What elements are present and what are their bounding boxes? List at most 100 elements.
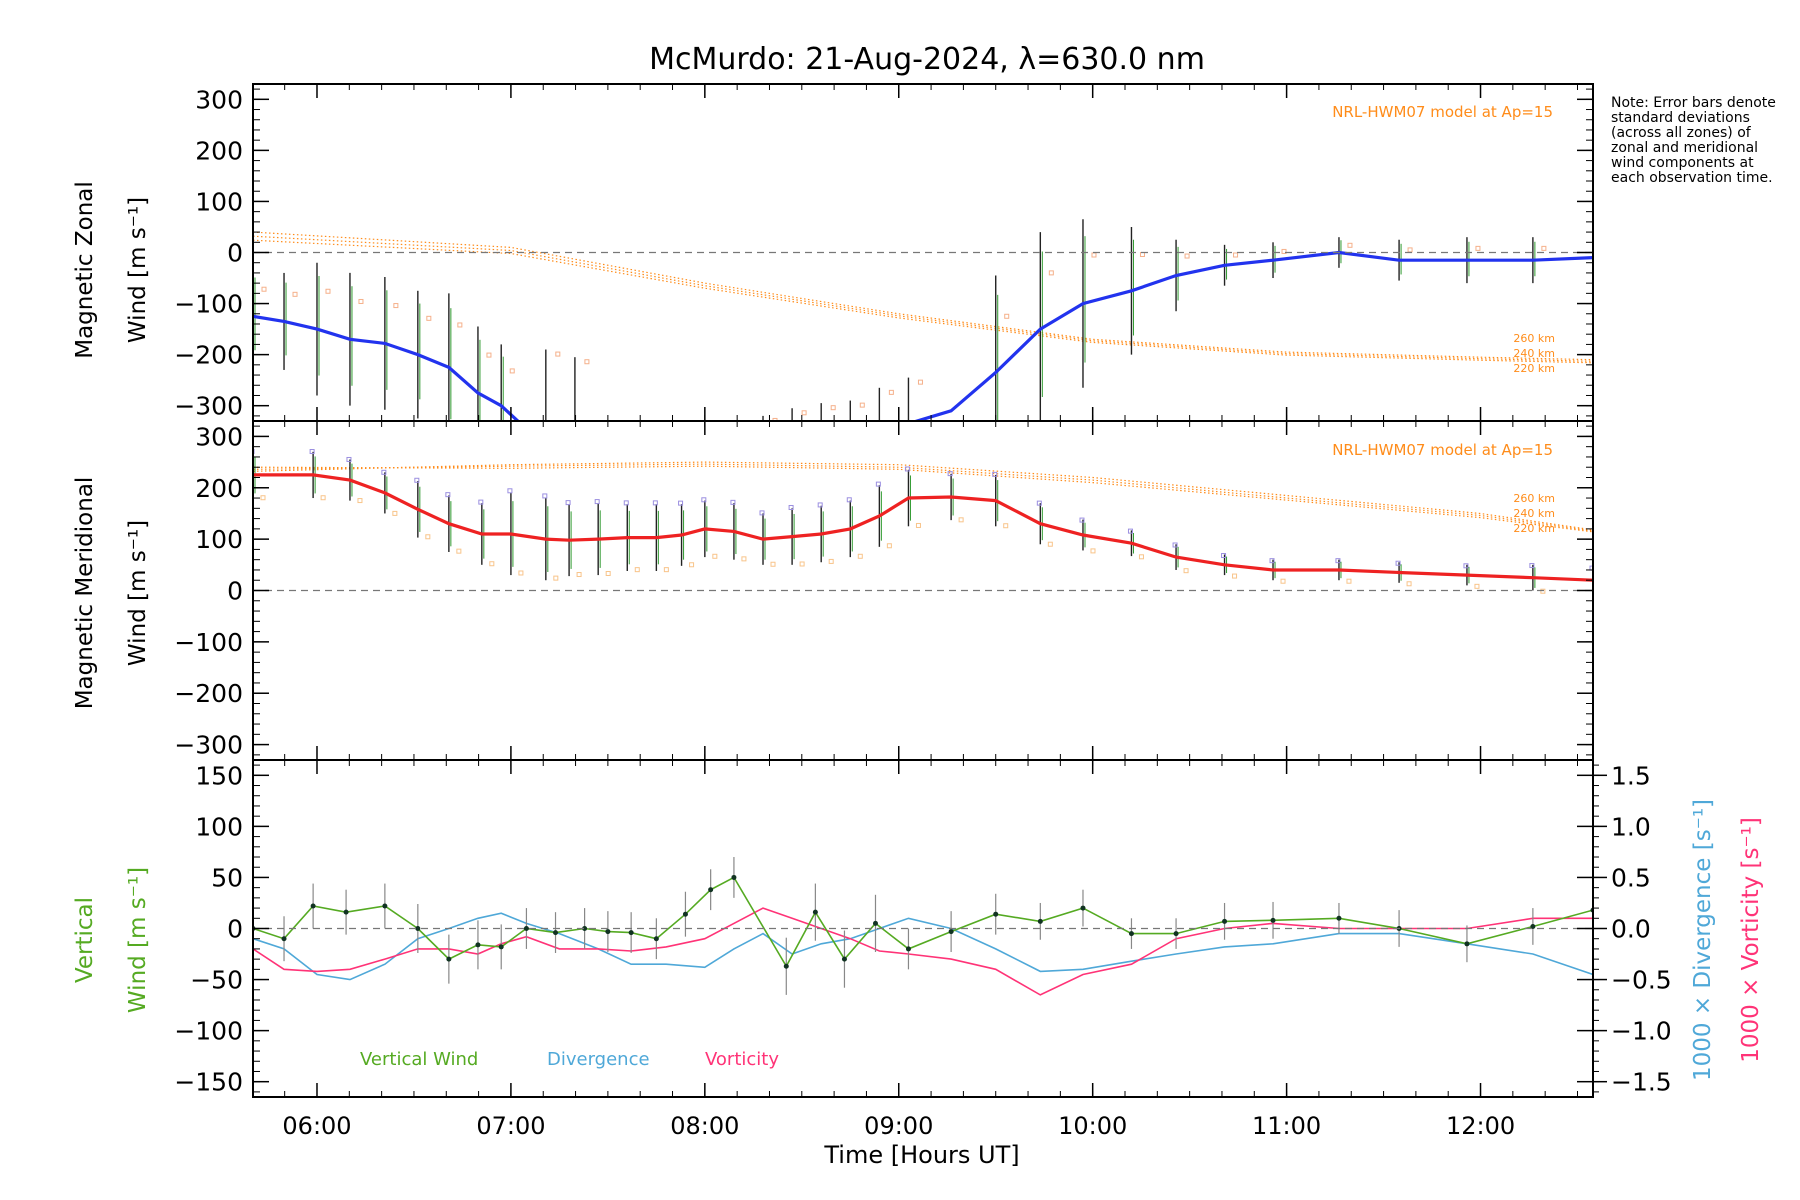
meridional-zone-marker <box>828 558 834 564</box>
zonal-zone-marker <box>555 351 561 357</box>
zonal-model-label: NRL-HWM07 model at Ap=15 <box>1332 103 1553 121</box>
vertical-wind-point <box>731 874 737 880</box>
model-curve-240km <box>253 463 1593 532</box>
vertical-wind-point <box>708 887 714 893</box>
zonal-zone-marker <box>584 359 590 365</box>
vertical-wind-point <box>1128 931 1134 937</box>
zonal-zone-marker <box>426 315 432 321</box>
meridional-zone-marker <box>886 543 892 549</box>
divergence-axis-label: 1000 × Divergence [s⁻¹] <box>1690 799 1716 1081</box>
zonal-wind-panel: 300 200 100 0 −100 −200 −300 NRL-HWM07 model a… <box>72 83 1594 422</box>
meridional-zone-marker <box>456 548 462 554</box>
vertical-wind-series <box>253 857 1593 996</box>
vertical-wind-point <box>281 936 287 942</box>
vertical-wind-point <box>605 929 611 935</box>
zonal-zone-marker <box>486 352 492 358</box>
zonal-zone-marker <box>1541 245 1547 251</box>
meridional-zone-marker <box>741 556 747 562</box>
meridional-zone-marker <box>799 561 805 567</box>
legend-vorticity: Vorticity <box>705 1049 779 1070</box>
x-tick-label: 06:00 <box>282 1112 351 1140</box>
zonal-zone-marker <box>393 303 399 309</box>
meridional-zone-marker <box>992 471 998 477</box>
y-tick-label: −100 <box>174 628 243 657</box>
meridional-zone-marker <box>346 456 352 462</box>
y-tick-label: −100 <box>174 1017 243 1046</box>
y-tick-label: 0 <box>227 577 243 606</box>
x-tick-label: 07:00 <box>476 1112 545 1140</box>
vertical-wind-panel: 150 100 50 0 −50 −100 −150 1.5 1.0 0.5 0.0 −0.5 −1.0… <box>72 759 1764 1140</box>
meridional-zone-marker <box>1474 583 1480 589</box>
y-tick-label: 150 <box>195 761 243 790</box>
meridional-zone-marker <box>1335 558 1341 564</box>
meridional-zone-marker <box>1529 563 1535 569</box>
meridional-zone-marker <box>788 504 794 510</box>
zonal-zone-marker <box>888 389 894 395</box>
meridional-altitude-260: 260 km <box>1513 492 1555 505</box>
error-bar-note: Note: Error bars denote standard deviati… <box>1611 95 1776 186</box>
meridional-zone-marker <box>652 500 658 506</box>
vertical-wind-point <box>582 926 588 931</box>
meridional-zone-marker <box>1221 553 1227 559</box>
meridional-zone-marker <box>701 497 707 503</box>
zonal-zone-marker <box>358 298 364 304</box>
zonal-zone-marker <box>801 410 807 416</box>
x-tick-label: 10:00 <box>1058 1112 1127 1140</box>
vertical-wind-point <box>1222 918 1228 924</box>
meridional-zone-marker <box>915 522 921 528</box>
meridional-zone-marker <box>605 570 611 576</box>
y-tick-label: −200 <box>174 679 243 708</box>
x-tick-label: 11:00 <box>1252 1112 1321 1140</box>
meridional-zone-marker <box>414 477 420 483</box>
legend-divergence: Divergence <box>547 1049 650 1070</box>
meridional-zone-marker <box>1232 573 1238 579</box>
meridional-zone-marker <box>1036 500 1042 506</box>
zonal-zone-marker <box>1004 313 1010 319</box>
meridional-zone-marker <box>875 481 881 487</box>
meridional-zone-marker <box>770 561 776 567</box>
y2-tick-label: 0.5 <box>1611 863 1651 892</box>
meridional-zone-marker <box>634 567 640 573</box>
vertical-wind-point <box>872 920 878 926</box>
y-tick-label: 50 <box>211 863 243 892</box>
vertical-wind-point <box>1080 905 1086 911</box>
meridional-zone-marker <box>1090 548 1096 554</box>
meridional-zone-marker <box>759 510 765 516</box>
y-tick-label: −300 <box>174 731 243 760</box>
y-tick-label: −200 <box>174 341 243 370</box>
vertical-wind-point <box>1173 931 1179 937</box>
vertical-wind-point <box>653 936 659 942</box>
y2-tick-label: −1.0 <box>1611 1017 1672 1046</box>
x-tick-label: 12:00 <box>1446 1112 1515 1140</box>
vertical-wind-point <box>1530 923 1536 929</box>
vertical-wind-point <box>628 930 634 936</box>
meridional-zone-marker <box>576 572 582 578</box>
meridional-zone-marker <box>663 567 669 573</box>
vertical-wind-point <box>382 903 388 909</box>
zonal-zone-marker <box>1347 242 1353 248</box>
zonal-zone-marker <box>325 288 331 294</box>
meridional-zone-marker <box>1047 541 1053 547</box>
meridional-zone-marker <box>712 553 718 559</box>
vertical-ylabel-2: Wind [m s⁻¹] <box>125 867 151 1013</box>
meridional-zone-marker <box>565 500 571 506</box>
vorticity-axis-label: 1000 × Vorticity [s⁻¹] <box>1738 817 1764 1063</box>
meridional-zone-marker <box>1138 554 1144 560</box>
meridional-zone-marker <box>320 495 326 501</box>
meridional-zone-marker <box>846 497 852 503</box>
vertical-wind-point <box>415 926 421 931</box>
zonal-zone-marker <box>1048 270 1054 276</box>
vertical-wind-point <box>948 929 954 935</box>
meridional-zone-marker <box>947 471 953 477</box>
y-tick-label: 100 <box>195 525 243 554</box>
vertical-wind-point <box>812 909 818 915</box>
meridional-zone-marker <box>689 562 695 568</box>
model-curve-220km <box>253 465 1593 533</box>
vertical-wind-point <box>446 956 452 962</box>
y-tick-label: −300 <box>174 392 243 421</box>
vertical-wind-point <box>343 909 349 915</box>
meridional-zone-marker <box>357 498 363 504</box>
zonal-axes: 300 200 100 0 −100 −200 −300 <box>174 83 1594 422</box>
meridional-zone-marker <box>1127 528 1133 534</box>
zonal-ylabel-1: Magnetic Zonal <box>72 181 98 359</box>
